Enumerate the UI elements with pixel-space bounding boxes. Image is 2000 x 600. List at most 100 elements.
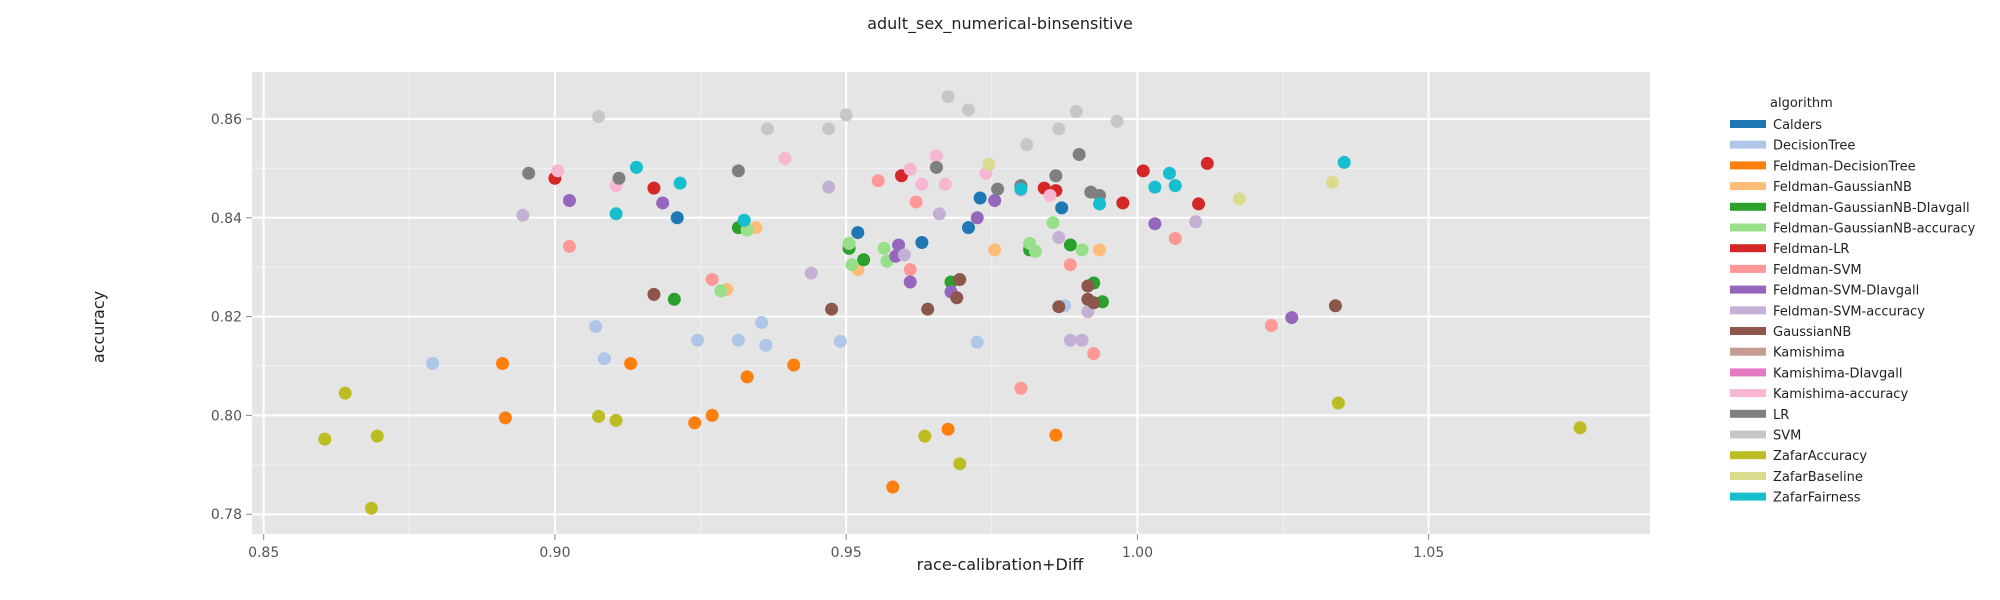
legend-swatch-kamishima-diavgall	[1730, 368, 1766, 377]
point-gaussiannb	[953, 273, 967, 287]
point-feldman-svm-accuracy	[1075, 333, 1089, 347]
point-lr	[731, 164, 745, 178]
point-feldman-lr	[1116, 196, 1130, 210]
point-feldman-svm	[871, 174, 885, 188]
point-feldman-svm	[1063, 258, 1077, 272]
point-feldman-gaussiannb-accuracy	[714, 284, 728, 298]
point-feldman-gaussiannb	[1093, 243, 1107, 257]
point-zafaraccuracy	[592, 409, 606, 423]
point-calders	[961, 221, 975, 235]
legend-swatch-feldman-gaussiannb-diavgall	[1730, 202, 1766, 211]
point-zafarfairness	[1168, 179, 1182, 193]
point-kamishima-accuracy	[1043, 189, 1057, 203]
point-svm	[761, 122, 775, 136]
minor-gridlines	[252, 72, 1650, 534]
point-feldman-lr	[1136, 164, 1150, 178]
x-tick-label: 0.85	[248, 545, 279, 561]
point-zafarfairness	[1014, 182, 1028, 196]
point-feldman-svm-accuracy	[897, 248, 911, 262]
point-lr	[1072, 148, 1086, 162]
point-feldman-svm	[1087, 347, 1101, 361]
point-feldman-svm-accuracy	[1063, 333, 1077, 347]
legend-label-gaussiannb: GaussianNB	[1773, 325, 1851, 340]
point-gaussiannb	[825, 302, 839, 316]
point-calders	[973, 191, 987, 205]
legend-label-feldman-gaussiannb-diavgall: Feldman-GaussianNB-DIavgall	[1773, 201, 1970, 216]
point-zafaraccuracy	[609, 413, 623, 427]
point-feldman-decisiontree	[624, 357, 638, 371]
point-zafarbaseline	[1326, 175, 1340, 189]
point-svm	[1069, 105, 1083, 119]
x-axis-ticks: 0.85 0.90 0.95 1.00 1.05	[248, 534, 1444, 561]
point-zafarfairness	[673, 176, 687, 190]
point-lr	[991, 182, 1005, 196]
point-feldman-svm	[705, 273, 719, 287]
point-feldman-gaussiannb	[988, 243, 1002, 257]
legend-label-svm: SVM	[1773, 429, 1801, 444]
legend-swatch-zafaraccuracy	[1730, 451, 1766, 460]
point-kamishima-accuracy	[929, 149, 943, 163]
point-lr	[929, 160, 943, 174]
legend-swatch-zafarfairness	[1730, 492, 1766, 501]
legend-label-feldman-gaussiannb: Feldman-GaussianNB	[1773, 180, 1912, 195]
point-calders	[851, 226, 865, 240]
point-zafarbaseline	[982, 157, 996, 171]
legend-label-feldman-svm: Feldman-SVM	[1773, 263, 1862, 278]
legend-label-lr: LR	[1773, 408, 1789, 423]
point-feldman-svm-accuracy	[932, 207, 946, 221]
point-feldman-gaussiannb-accuracy	[740, 223, 754, 237]
x-tick-label: 0.95	[831, 545, 862, 561]
point-feldman-gaussiannb-accuracy	[842, 236, 856, 250]
legend-swatch-feldman-svm-diavgall	[1730, 285, 1766, 294]
point-decisiontree	[589, 319, 603, 333]
point-feldman-decisiontree	[740, 370, 754, 384]
point-kamishima-accuracy	[915, 177, 929, 191]
point-decisiontree	[426, 357, 440, 371]
point-svm	[961, 103, 975, 117]
point-gaussiannb	[1087, 296, 1101, 310]
point-zafarbaseline	[1232, 192, 1246, 206]
legend-swatch-feldman-svm-accuracy	[1730, 306, 1766, 315]
point-calders	[915, 235, 929, 249]
point-feldman-svm-accuracy	[822, 180, 836, 194]
legend-label-kamishima: Kamishima	[1773, 346, 1845, 361]
point-feldman-svm-diavgall	[970, 211, 984, 225]
point-feldman-svm	[1264, 318, 1278, 332]
point-feldman-lr	[647, 181, 661, 195]
point-zafaraccuracy	[918, 429, 932, 443]
legend-swatch-lr	[1730, 409, 1766, 418]
point-decisiontree	[833, 334, 847, 348]
data-points	[318, 90, 1587, 515]
point-zafaraccuracy	[318, 432, 332, 446]
point-feldman-gaussiannb-accuracy	[1075, 243, 1089, 257]
point-gaussiannb	[950, 291, 964, 305]
point-gaussiannb	[647, 287, 661, 301]
y-tick-label: 0.80	[211, 408, 242, 424]
legend-label-feldman-lr: Feldman-LR	[1773, 242, 1849, 257]
point-gaussiannb	[1052, 300, 1066, 314]
legend-label-zafaraccuracy: ZafarAccuracy	[1773, 449, 1867, 464]
y-tick-label: 0.78	[211, 507, 242, 523]
point-kamishima-accuracy	[938, 177, 952, 191]
point-feldman-svm-diavgall	[656, 196, 670, 210]
point-calders	[1055, 201, 1069, 215]
point-feldman-decisiontree	[705, 408, 719, 422]
legend-label-feldman-gaussiannb-accuracy: Feldman-GaussianNB-accuracy	[1773, 222, 1976, 237]
point-svm	[1020, 138, 1034, 152]
point-feldman-decisiontree	[886, 480, 900, 494]
point-decisiontree	[759, 338, 773, 352]
point-svm	[839, 108, 853, 122]
point-feldman-decisiontree	[1049, 428, 1063, 442]
point-feldman-svm	[1014, 381, 1028, 395]
point-feldman-decisiontree	[941, 422, 955, 436]
legend-swatch-gaussiannb	[1730, 327, 1766, 335]
legend-label-feldman-svm-accuracy: Feldman-SVM-accuracy	[1773, 304, 1925, 319]
point-zafaraccuracy	[1573, 421, 1587, 435]
x-tick-label: 1.00	[1122, 545, 1153, 561]
point-feldman-decisiontree	[787, 358, 801, 372]
point-zafarfairness	[609, 207, 623, 221]
point-kamishima-accuracy	[903, 162, 917, 176]
legend-label-kamishima-diavgall: Kamishima-DIavgall	[1773, 366, 1902, 381]
legend-swatch-feldman-gaussiannb-accuracy	[1730, 223, 1766, 232]
